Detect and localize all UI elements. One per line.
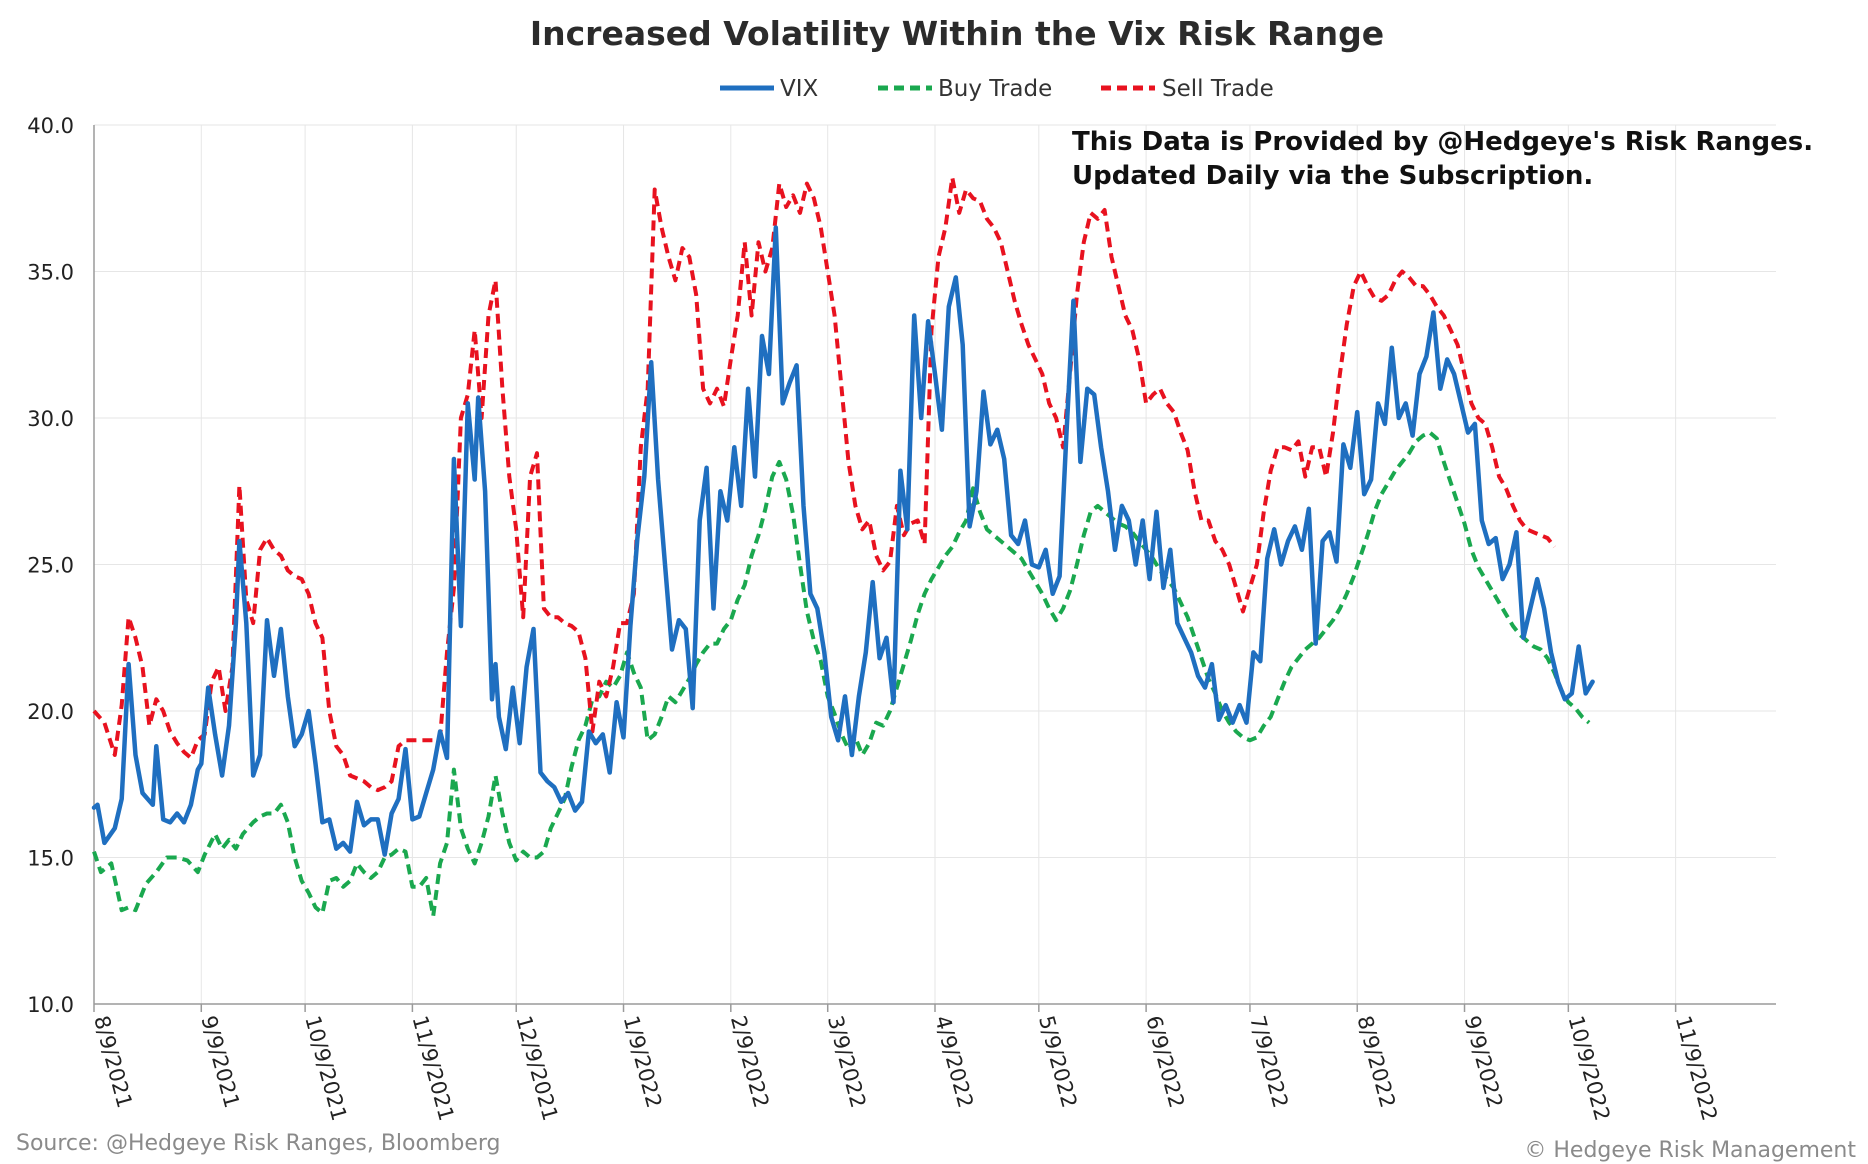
source-note: Source: @Hedgeye Risk Ranges, Bloomberg	[16, 1131, 501, 1156]
x-tick-label: 8/9/2021	[89, 1013, 137, 1110]
y-tick-label: 30.0	[27, 407, 74, 431]
gridlines	[93, 124, 1776, 1005]
x-tick-label: 3/9/2022	[823, 1013, 871, 1110]
x-tick-label: 9/9/2022	[1460, 1013, 1508, 1110]
y-tick-label: 35.0	[27, 261, 74, 285]
series-line-vix	[91, 225, 1595, 857]
x-tick-label: 4/9/2022	[930, 1013, 978, 1110]
x-tick-label: 11/9/2022	[1671, 1013, 1722, 1123]
x-tick-label: 5/9/2022	[1034, 1013, 1082, 1110]
x-tick-label: 2/9/2022	[726, 1013, 774, 1110]
x-tick-label: 6/9/2022	[1141, 1013, 1189, 1110]
x-tick-label: 9/9/2021	[196, 1013, 244, 1110]
annotation-line-2: Updated Daily via the Subscription.	[1072, 161, 1593, 191]
x-tick-label: 1/9/2022	[619, 1013, 667, 1110]
y-tick-label: 40.0	[27, 114, 74, 138]
y-tick-label: 10.0	[27, 993, 74, 1017]
legend-label-vix: VIX	[780, 76, 819, 102]
legend-label-sell-trade: Sell Trade	[1162, 76, 1274, 102]
x-tick-label: 8/9/2022	[1352, 1013, 1400, 1110]
legend-label-buy-trade: Buy Trade	[938, 76, 1052, 102]
x-tick-label: 12/9/2021	[511, 1013, 562, 1123]
y-tick-label: 25.0	[27, 554, 74, 578]
x-tick-label: 10/9/2021	[300, 1013, 351, 1123]
annotation-line-1: This Data is Provided by @Hedgeye's Risk…	[1072, 127, 1813, 157]
chart-title: Increased Volatility Within the Vix Risk…	[530, 14, 1384, 53]
legend: VIX Buy Trade Sell Trade	[720, 76, 1274, 102]
y-tick-label: 15.0	[27, 847, 74, 871]
series-line-buy-trade	[92, 430, 1591, 919]
x-tick-label: 10/9/2022	[1564, 1013, 1615, 1123]
series-lines	[91, 175, 1595, 919]
series-line-sell-trade	[92, 175, 1557, 793]
x-tick-label: 7/9/2022	[1245, 1013, 1293, 1110]
x-tick-label: 11/9/2021	[408, 1013, 459, 1123]
y-tick-label: 20.0	[27, 700, 74, 724]
y-axis-ticks: 10.0 15.0 20.0 25.0 30.0 35.0 40.0	[27, 114, 74, 1017]
copyright-note: © Hedgeye Risk Management	[1524, 1138, 1856, 1163]
x-axis-ticks: 8/9/2021 9/9/2021 10/9/2021 11/9/2021 12/9/2…	[89, 1004, 1722, 1123]
